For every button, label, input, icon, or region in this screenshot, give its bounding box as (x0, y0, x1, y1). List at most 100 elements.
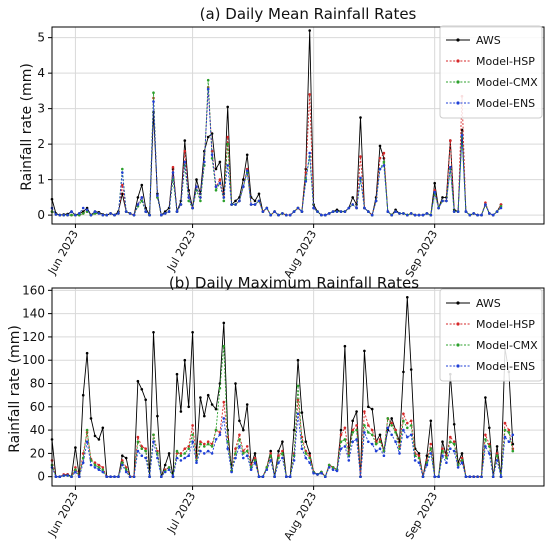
data-point (409, 424, 413, 427)
data-point (472, 475, 476, 479)
legend-marker (456, 80, 460, 84)
data-point (433, 181, 437, 185)
data-point (234, 456, 237, 460)
data-point (312, 471, 315, 475)
data-point (183, 139, 187, 142)
data-point (495, 452, 499, 455)
data-point (136, 435, 140, 439)
data-point (460, 134, 464, 137)
data-point (331, 210, 335, 213)
data-point (140, 199, 144, 203)
data-point (386, 426, 390, 430)
data-point (97, 212, 101, 215)
legend-marker (456, 38, 460, 42)
data-point (351, 440, 355, 444)
data-point (409, 212, 413, 215)
data-point (484, 433, 487, 437)
data-point (70, 210, 73, 213)
data-point (265, 466, 269, 469)
data-point (413, 459, 417, 462)
data-point (78, 475, 81, 479)
data-point (93, 210, 97, 213)
chart-b: (b) Daily Maximum Rainfall Rates Rainfal… (7, 274, 545, 542)
data-point (347, 459, 351, 462)
chart-a-grid (52, 27, 544, 224)
data-point (359, 176, 362, 180)
data-point (367, 210, 370, 213)
data-point (488, 452, 491, 455)
data-point (144, 456, 147, 460)
data-point (249, 203, 253, 206)
data-point (238, 445, 241, 448)
data-point (148, 213, 151, 217)
data-point (327, 463, 331, 467)
data-point (449, 435, 452, 439)
data-point (300, 210, 304, 213)
data-point (234, 199, 237, 203)
data-point (491, 213, 495, 217)
data-point (121, 192, 124, 196)
data-point (210, 452, 214, 455)
data-point (85, 351, 89, 355)
data-point (359, 155, 362, 158)
data-point (269, 449, 273, 453)
data-point (355, 410, 358, 413)
data-point (191, 424, 194, 427)
legend-marker (456, 59, 460, 63)
data-point (152, 440, 155, 444)
data-point (93, 463, 97, 467)
data-point (121, 461, 124, 465)
data-point (511, 433, 515, 437)
data-point (390, 417, 394, 420)
series-aws-line (51, 30, 502, 217)
data-point (144, 449, 147, 453)
data-point (54, 213, 58, 216)
data-point (93, 466, 97, 469)
data-point (316, 473, 319, 476)
data-point (199, 199, 202, 203)
data-point (238, 419, 241, 423)
data-point (253, 199, 257, 203)
data-point (499, 475, 503, 479)
chart-b-ticks: 0 20 40 60 80 100 120 140 160 Jun 2023 Jul 2023 Aug… (22, 283, 440, 542)
series-model-ens-line (51, 89, 502, 217)
data-point (117, 475, 120, 479)
data-point (386, 417, 390, 420)
data-point (206, 449, 210, 453)
data-point (281, 452, 284, 455)
data-point (402, 370, 405, 374)
data-point (113, 213, 116, 217)
data-point (179, 454, 183, 458)
data-point (339, 447, 343, 451)
data-point (363, 206, 366, 210)
data-point (179, 203, 183, 206)
data-point (97, 438, 101, 441)
data-point (183, 447, 187, 451)
data-point (121, 183, 124, 187)
data-point (281, 456, 284, 460)
data-point (491, 475, 495, 479)
data-point (113, 475, 116, 479)
data-point (343, 210, 347, 213)
data-point (382, 151, 386, 155)
data-point (452, 440, 456, 444)
data-point (81, 393, 85, 397)
legend-label: Model-HSP (476, 318, 535, 331)
data-point (136, 196, 140, 199)
data-point (222, 196, 226, 199)
data-point (288, 475, 292, 479)
data-point (456, 466, 460, 469)
data-point (476, 213, 479, 217)
data-point (351, 196, 355, 199)
data-point (488, 212, 491, 215)
data-point (206, 442, 210, 446)
data-point (402, 412, 405, 416)
chart-1-ytick-label: 140 (22, 307, 45, 321)
data-point (343, 438, 347, 441)
data-point (203, 452, 206, 455)
data-point (277, 456, 280, 460)
chart-b-legend: AWS Model-HSP Model-CMX Model-ENS (439, 288, 543, 382)
chart-1-ytick-label: 160 (22, 283, 45, 297)
data-point (156, 192, 159, 196)
data-point (339, 210, 343, 213)
